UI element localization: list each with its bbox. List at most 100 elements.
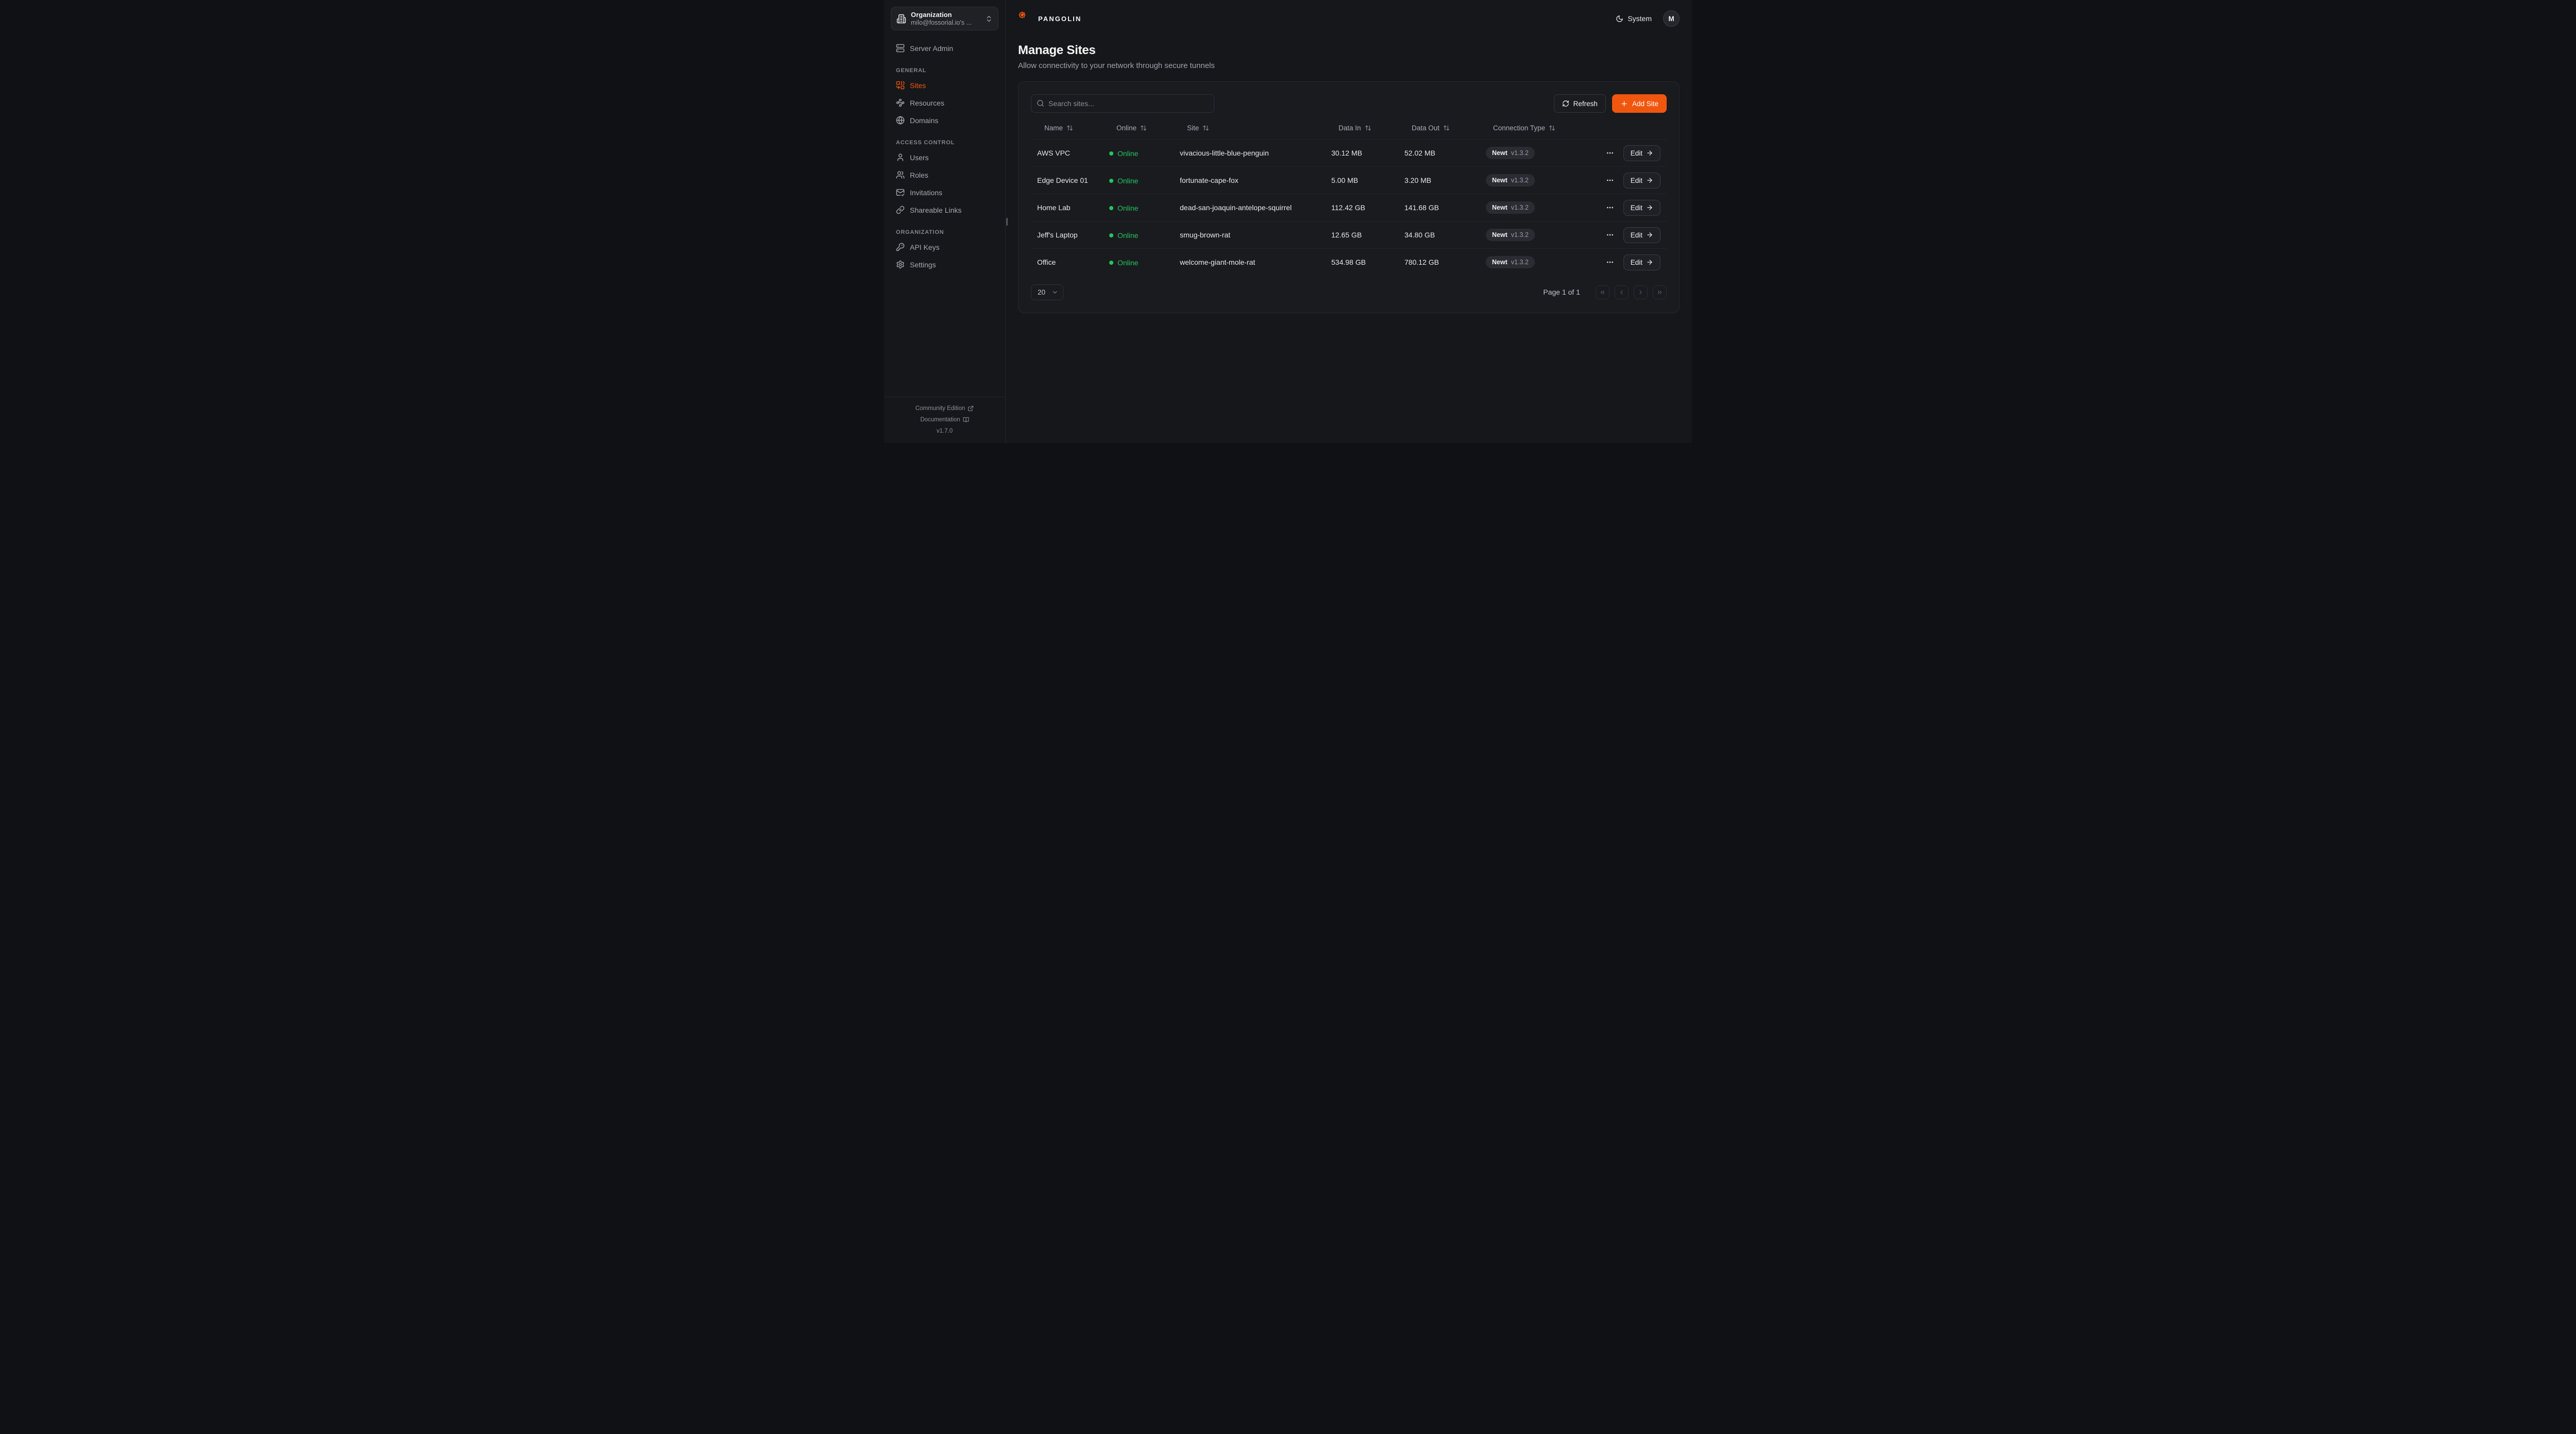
theme-toggle[interactable]: System — [1616, 14, 1652, 23]
sort-icon — [1202, 125, 1209, 131]
site-name: AWS VPC — [1037, 149, 1071, 157]
community-edition-link[interactable]: Community Edition — [891, 403, 998, 414]
row-menu-button[interactable] — [1605, 201, 1615, 214]
last-page-button[interactable] — [1653, 285, 1667, 299]
user-avatar[interactable]: M — [1663, 10, 1680, 27]
connection-client: Newt — [1492, 259, 1507, 266]
column-header-connection-type[interactable]: Connection Type — [1480, 122, 1567, 140]
site-slug: welcome-giant-mole-rat — [1180, 258, 1256, 267]
sidebar-item-shareable-links[interactable]: Shareable Links — [891, 201, 998, 218]
online-status-dot — [1109, 151, 1113, 156]
refresh-button[interactable]: Refresh — [1553, 94, 1606, 113]
online-status-dot — [1109, 206, 1113, 210]
sidebar-item-invitations[interactable]: Invitations — [891, 184, 998, 201]
key-icon — [896, 243, 905, 251]
sidebar-item-server-admin[interactable]: Server Admin — [891, 40, 998, 57]
ellipsis-icon — [1606, 231, 1614, 239]
connection-client: Newt — [1492, 149, 1507, 157]
table-footer: 20 Page 1 of 1 — [1031, 284, 1667, 300]
refresh-icon — [1562, 100, 1569, 107]
first-page-button[interactable] — [1596, 285, 1609, 299]
book-open-icon — [963, 417, 969, 423]
arrow-right-icon — [1646, 149, 1653, 157]
documentation-label: Documentation — [920, 417, 960, 423]
table-row: Edge Device 01 Online fortunate-cape-fox 5.… — [1031, 166, 1667, 194]
online-status: Online — [1109, 259, 1138, 267]
moon-icon — [1616, 15, 1623, 23]
sidebar-item-roles[interactable]: Roles — [891, 166, 998, 183]
chevron-right-icon — [1637, 289, 1644, 296]
column-header-data-out[interactable]: Data Out — [1398, 122, 1480, 140]
row-actions: Edit — [1573, 172, 1660, 189]
online-status-label: Online — [1117, 231, 1139, 240]
app-window: Organization milo@fossorial.io's ... Ser… — [884, 0, 1692, 443]
building-icon — [896, 14, 906, 24]
online-status-dot — [1109, 233, 1113, 237]
sites-table: Name Online Site Data In Data Out Connection … — [1031, 122, 1667, 276]
sidebar-item-users[interactable]: Users — [891, 149, 998, 166]
online-status: Online — [1109, 231, 1138, 240]
link-icon — [896, 206, 905, 214]
row-actions: Edit — [1573, 254, 1660, 270]
row-menu-button[interactable] — [1605, 229, 1615, 241]
chevrons-left-icon — [1599, 289, 1606, 296]
page-size-select[interactable]: 20 — [1031, 284, 1063, 300]
org-switcher[interactable]: Organization milo@fossorial.io's ... — [891, 7, 998, 30]
edit-button[interactable]: Edit — [1623, 199, 1660, 216]
connection-version: v1.3.2 — [1511, 177, 1529, 184]
edit-button[interactable]: Edit — [1623, 172, 1660, 189]
sort-icon — [1140, 125, 1147, 131]
toolbar-actions: Refresh Add Site — [1553, 94, 1667, 113]
site-name: Jeff's Laptop — [1037, 231, 1078, 239]
next-page-button[interactable] — [1634, 285, 1648, 299]
topbar: PANGOLIN System M — [1018, 0, 1680, 37]
sidebar-section-title: ORGANIZATION — [896, 229, 944, 235]
search-input[interactable] — [1031, 94, 1214, 113]
connection-client: Newt — [1492, 177, 1507, 184]
column-label: Connection Type — [1493, 124, 1546, 132]
sidebar-item-label: Server Admin — [910, 44, 954, 53]
column-header-site[interactable]: Site — [1174, 122, 1325, 140]
data-out-value: 52.02 MB — [1404, 149, 1435, 157]
connection-version: v1.3.2 — [1511, 259, 1529, 266]
row-menu-button[interactable] — [1605, 147, 1615, 159]
connection-version: v1.3.2 — [1511, 231, 1529, 238]
site-slug: smug-brown-rat — [1180, 231, 1231, 239]
edit-button[interactable]: Edit — [1623, 227, 1660, 243]
sidebar-item-label: Shareable Links — [910, 206, 962, 214]
sidebar-item-sites[interactable]: Sites — [891, 77, 998, 94]
edit-button[interactable]: Edit — [1623, 254, 1660, 270]
arrow-right-icon — [1646, 177, 1653, 184]
data-in-value: 534.98 GB — [1331, 258, 1366, 267]
sidebar-item-settings[interactable]: Settings — [891, 256, 998, 273]
prev-page-button[interactable] — [1615, 285, 1629, 299]
connection-type-badge: Newt v1.3.2 — [1486, 147, 1535, 159]
community-edition-label: Community Edition — [915, 405, 965, 412]
edit-button[interactable]: Edit — [1623, 145, 1660, 161]
table-row: Jeff's Laptop Online smug-brown-rat 12.65 G… — [1031, 221, 1667, 249]
chevrons-up-down-icon — [985, 15, 993, 23]
column-header-name[interactable]: Name — [1031, 122, 1103, 140]
column-label: Online — [1116, 124, 1137, 132]
column-header-data-in[interactable]: Data In — [1325, 122, 1398, 140]
sites-icon — [896, 81, 905, 90]
sidebar-item-domains[interactable]: Domains — [891, 112, 998, 129]
documentation-link[interactable]: Documentation — [891, 414, 998, 425]
add-site-button[interactable]: Add Site — [1612, 94, 1667, 113]
edit-label: Edit — [1630, 231, 1642, 239]
page-size-value: 20 — [1038, 288, 1046, 296]
sidebar-footer: Community Edition Documentation v1.7.0 — [884, 397, 1005, 443]
theme-label: System — [1628, 14, 1652, 23]
connection-client: Newt — [1492, 231, 1507, 238]
sort-icon — [1066, 125, 1073, 131]
sidebar-item-api-keys[interactable]: API Keys — [891, 238, 998, 255]
ellipsis-icon — [1606, 258, 1614, 266]
ellipsis-icon — [1606, 203, 1614, 212]
row-menu-button[interactable] — [1605, 174, 1615, 186]
sidebar-scrollbar-thumb[interactable] — [1006, 218, 1008, 226]
column-header-online[interactable]: Online — [1103, 122, 1174, 140]
sidebar-item-resources[interactable]: Resources — [891, 94, 998, 111]
brand-home-link[interactable]: PANGOLIN — [1018, 11, 1081, 26]
search-icon — [1037, 99, 1044, 107]
row-menu-button[interactable] — [1605, 256, 1615, 268]
